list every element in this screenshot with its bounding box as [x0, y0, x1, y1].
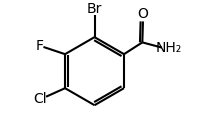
Text: O: O	[138, 7, 148, 21]
Text: NH₂: NH₂	[156, 41, 182, 55]
Text: F: F	[35, 39, 43, 53]
Text: Cl: Cl	[33, 92, 47, 106]
Text: Br: Br	[87, 2, 102, 16]
